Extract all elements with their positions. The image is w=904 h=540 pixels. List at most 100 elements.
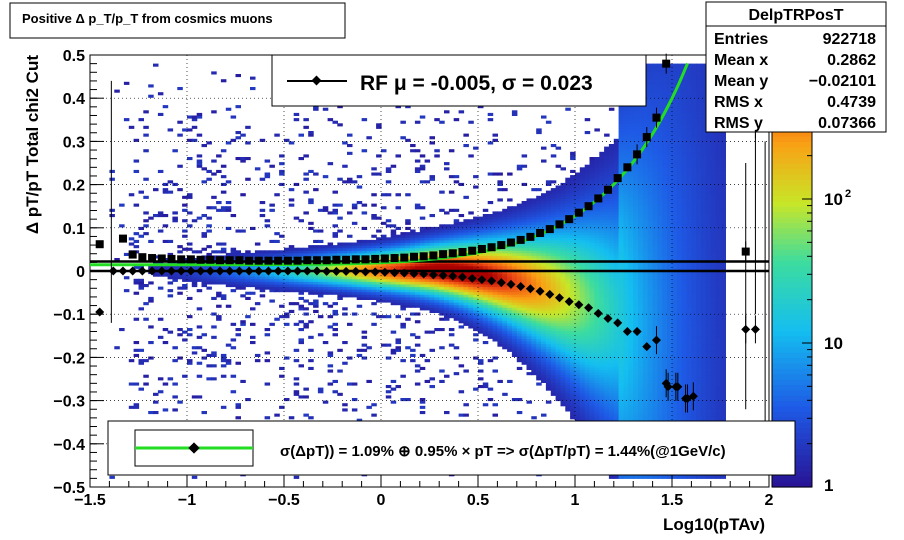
heatmap-cell — [274, 278, 280, 282]
heatmap-cell — [575, 351, 581, 355]
heatmap-cell — [521, 356, 528, 360]
heatmap-cell — [361, 265, 368, 269]
heatmap-cell — [458, 234, 465, 238]
heatmap-cell — [565, 224, 571, 228]
heatmap-cell — [511, 353, 518, 357]
heatmap-cell — [429, 214, 435, 218]
heatmap-cell — [613, 151, 620, 155]
heatmap-cell — [618, 154, 625, 158]
heatmap-cell — [575, 364, 581, 368]
heatmap-cell — [405, 284, 411, 288]
heatmap-cell — [613, 289, 620, 293]
heatmap-cell — [575, 328, 581, 332]
heatmap-cell — [545, 328, 552, 332]
heatmap-cell — [250, 273, 256, 277]
heatmap-cell — [235, 250, 241, 254]
heatmap-cell — [507, 224, 513, 228]
heatmap-cell — [264, 276, 271, 280]
heatmap-cell — [507, 271, 513, 275]
heatmap-cell — [332, 265, 338, 269]
heatmap-cell — [463, 296, 469, 300]
heatmap-cell — [570, 304, 576, 308]
heatmap-cell — [342, 289, 348, 293]
heatmap-cell — [414, 276, 421, 280]
heatmap-cell — [308, 284, 314, 288]
heatmap-cell — [114, 346, 120, 350]
heatmap-cell — [279, 271, 285, 275]
heatmap-cell — [439, 328, 445, 332]
heatmap-cell — [536, 364, 542, 368]
heatmap-cell — [298, 265, 304, 269]
heatmap-cell — [584, 361, 591, 365]
heatmap-cell — [478, 361, 484, 365]
heatmap-cell — [317, 245, 324, 249]
heatmap-cell — [594, 411, 600, 415]
heatmap-cell — [536, 335, 542, 339]
heatmap-cell — [298, 273, 304, 277]
heatmap-cell — [371, 281, 377, 285]
heatmap-cell — [550, 333, 557, 337]
heatmap-cell — [560, 265, 566, 269]
heatmap-cell — [279, 276, 285, 280]
heatmap-cell — [536, 284, 542, 288]
heatmap-cell — [589, 369, 595, 373]
heatmap-cell — [541, 115, 547, 119]
heatmap-cell — [478, 289, 484, 293]
heatmap-cell — [308, 131, 314, 135]
heatmap-cell — [507, 219, 513, 223]
heatmap-cell — [555, 307, 562, 311]
heatmap-cell — [584, 255, 591, 259]
heatmap-cell — [521, 317, 528, 321]
heatmap-cell — [497, 299, 503, 303]
heatmap-cell — [507, 273, 513, 277]
heatmap-cell — [579, 239, 586, 243]
heatmap-cell — [608, 411, 615, 415]
heatmap-cell — [541, 346, 547, 350]
heatmap-cell — [623, 185, 629, 189]
heatmap-cell — [526, 320, 532, 324]
heatmap-cell — [497, 317, 503, 321]
heatmap-cell — [414, 312, 421, 316]
heatmap-cell — [589, 411, 595, 415]
heatmap-cell — [507, 258, 513, 262]
heatmap-cell — [366, 281, 372, 285]
heatmap-cell — [584, 320, 591, 324]
heatmap-cell — [487, 239, 494, 243]
heatmap-cell — [439, 208, 445, 212]
heatmap-cell — [288, 276, 295, 280]
heatmap-cell — [143, 317, 149, 321]
heatmap-cell — [395, 299, 401, 303]
heatmap-cell — [356, 289, 363, 293]
heatmap-cell — [453, 356, 460, 360]
heatmap-cell — [613, 395, 620, 399]
heatmap-cell — [584, 198, 591, 202]
heatmap-cell — [351, 250, 358, 254]
heatmap-cell — [570, 351, 576, 355]
heatmap-cell — [584, 377, 591, 381]
heatmap-cell — [279, 281, 285, 285]
heatmap-cell — [385, 343, 392, 347]
heatmap-cell — [327, 304, 334, 308]
heatmap-cell — [313, 229, 319, 233]
heatmap-cell — [240, 265, 246, 269]
heatmap-cell — [385, 294, 392, 298]
heatmap-cell — [487, 304, 494, 308]
heatmap-cell — [550, 351, 557, 355]
heatmap-cell — [584, 172, 591, 176]
heatmap-cell — [608, 418, 615, 422]
heatmap-cell — [497, 180, 503, 184]
heatmap-cell — [502, 276, 508, 280]
heatmap-cell — [478, 307, 484, 311]
heatmap-cell — [565, 309, 571, 313]
heatmap-cell — [230, 338, 237, 342]
heatmap-cell — [361, 296, 368, 300]
heatmap-cell — [516, 211, 523, 215]
heatmap-cell — [560, 229, 566, 233]
heatmap-cell — [109, 177, 115, 181]
heatmap-cell — [298, 328, 304, 332]
heatmap-cell — [172, 395, 178, 399]
heatmap-cell — [187, 359, 193, 363]
heatmap-cell — [536, 304, 542, 308]
heatmap-cell — [560, 335, 566, 339]
heatmap-cell — [541, 286, 547, 290]
